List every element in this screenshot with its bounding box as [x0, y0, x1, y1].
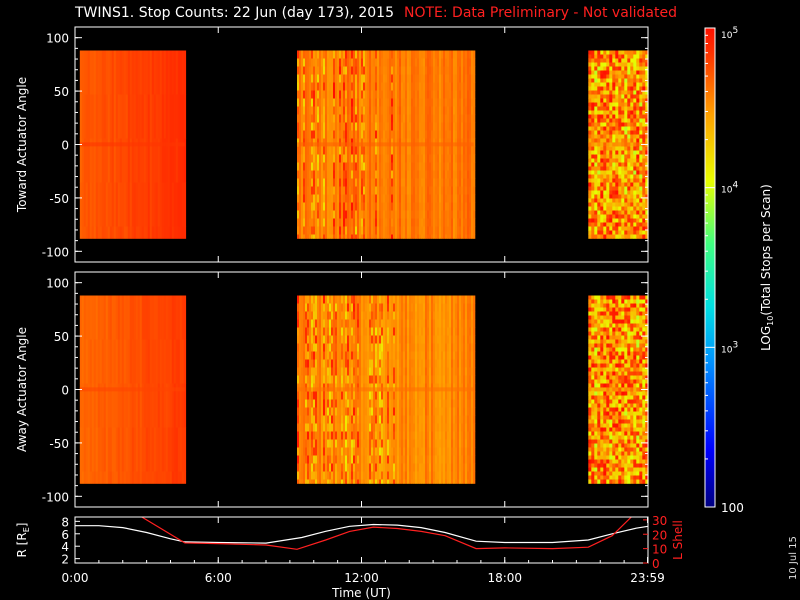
- y-tick-label: -50: [49, 437, 69, 451]
- y-tick-label: -50: [49, 192, 69, 206]
- x-tick-label: 12:00: [344, 571, 379, 585]
- y2-tick-label: 30: [652, 514, 667, 528]
- r-axis-label: R [RE]: [15, 523, 31, 558]
- preliminary-note: NOTE: Data Preliminary - Not validated: [403, 5, 678, 21]
- y-tick-label: 0: [61, 139, 69, 153]
- heatmap-segment: [79, 50, 187, 239]
- zero-angle-stripe: [588, 387, 648, 392]
- colorbar-scale: [704, 27, 716, 508]
- zero-angle-stripe: [79, 387, 185, 392]
- colorbar: 105 104 103 100 LOG10(Total Stops per Scan): [704, 26, 775, 515]
- heatmap-panel-middle: 100 50 0 -50 -100 Away Actuator Angle: [15, 271, 649, 508]
- y-axis-label: Toward Actuator Angle: [15, 77, 29, 213]
- x-tick-label: 0:00: [62, 571, 89, 585]
- lshell-axis-label: L Shell: [671, 520, 685, 560]
- x-tick-label: 6:00: [205, 571, 232, 585]
- y-tick-label: 50: [54, 330, 69, 344]
- plot-title: TWINS1. Stop Counts: 22 Jun (day 173), 2…: [75, 5, 677, 21]
- heatmap-segment: [79, 295, 187, 484]
- y-tick-label: 6: [61, 528, 69, 542]
- y-tick-label: 4: [61, 540, 69, 554]
- zero-angle-stripe: [588, 142, 648, 147]
- heatmap-panel-top: 100 50 0 -50 -100 Toward Actuator Angle: [15, 26, 649, 263]
- y-tick-label: 100: [46, 277, 69, 291]
- colorbar-tick-label: 100: [721, 501, 744, 515]
- heatmap-segment: [588, 295, 649, 484]
- lshell-line: [141, 516, 632, 550]
- y-tick-label: 100: [46, 32, 69, 46]
- y-tick-label: -100: [42, 490, 69, 504]
- colorbar-label: LOG10(Total Stops per Scan): [759, 184, 775, 351]
- zero-angle-stripe: [297, 387, 474, 392]
- panel-frame: [74, 516, 649, 564]
- colorbar-tick-label: 103: [721, 340, 738, 355]
- heatmap-segment: [297, 50, 476, 239]
- y2-tick-label: 10: [652, 543, 667, 557]
- y-tick-label: 8: [61, 515, 69, 529]
- y2-tick-label: 0: [652, 557, 660, 571]
- r-line: [75, 523, 649, 544]
- zero-angle-stripe: [79, 142, 185, 147]
- colorbar-tick-label: 105: [721, 26, 738, 41]
- x-tick-label: 23:59: [630, 571, 665, 585]
- y-tick-label: 2: [61, 553, 69, 567]
- y-tick-label: 0: [61, 384, 69, 398]
- zero-angle-stripe: [297, 142, 474, 147]
- y-tick-label: 50: [54, 85, 69, 99]
- x-axis-label: Time (UT): [331, 586, 391, 600]
- colorbar-tick-label: 104: [721, 181, 738, 196]
- x-tick-label: 18:00: [487, 571, 522, 585]
- heatmap-segment: [588, 50, 649, 239]
- y-tick-label: -100: [42, 245, 69, 259]
- heatmap-segment: [297, 295, 476, 484]
- y-axis-label: Away Actuator Angle: [15, 327, 29, 452]
- title-text: TWINS1. Stop Counts: 22 Jun (day 173), 2…: [75, 5, 394, 21]
- y2-tick-label: 20: [652, 528, 667, 542]
